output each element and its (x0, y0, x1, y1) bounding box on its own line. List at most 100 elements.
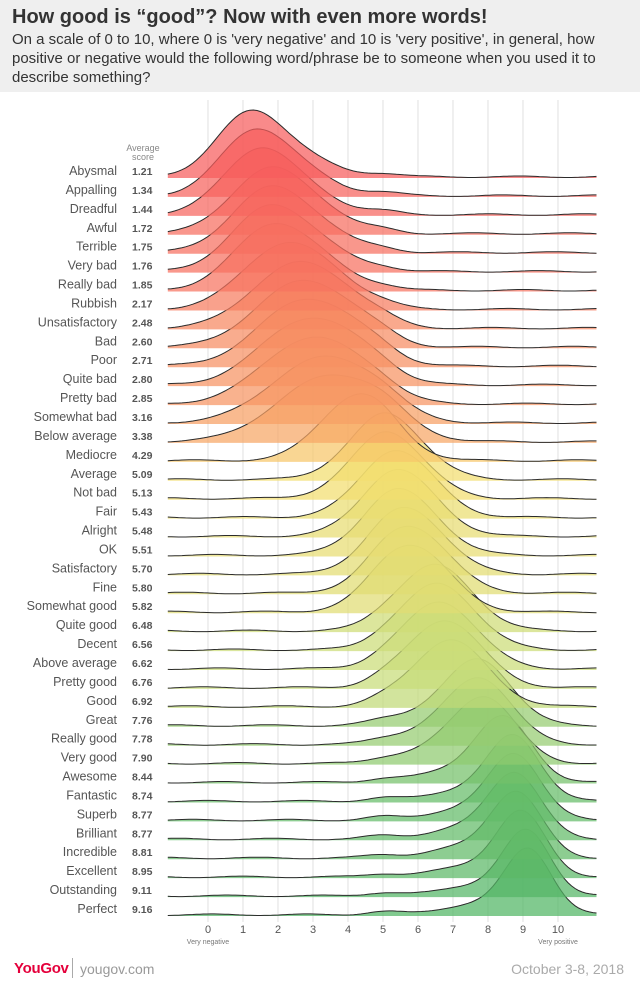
page-subtitle: On a scale of 0 to 10, where 0 is 'very … (12, 31, 596, 86)
row-label: Bad (95, 334, 117, 348)
ridge-abysmal (167, 109, 597, 178)
avg-score: 1.75 (132, 242, 153, 254)
row-label: Rubbish (71, 296, 117, 310)
row-label: Awesome (62, 770, 117, 784)
row-label: Appalling (66, 183, 117, 197)
avg-score: 7.90 (132, 753, 153, 765)
header: How good is “good”? Now with even more w… (0, 0, 640, 92)
row-label: Perfect (77, 902, 117, 916)
ridge-line (167, 639, 597, 708)
ridge-fill (167, 791, 597, 860)
avg-score: 6.56 (132, 639, 153, 651)
avg-score: 5.82 (132, 601, 153, 613)
row-label: Pretty good (53, 675, 117, 689)
avg-score: 5.48 (132, 526, 153, 538)
avg-score: 6.62 (132, 658, 153, 670)
row-label: Awful (87, 221, 117, 235)
row-label: Excellent (66, 864, 117, 878)
avg-score: 2.71 (132, 355, 153, 367)
x-high-label: Very positive (538, 939, 578, 946)
row-label: Really bad (58, 278, 117, 292)
avg-score: 5.70 (132, 563, 153, 575)
avg-score: 2.60 (132, 336, 153, 348)
avg-score: 4.29 (132, 450, 153, 462)
ridge-fill (167, 110, 597, 178)
row-label: Outstanding (50, 883, 117, 897)
avg-score: 6.92 (132, 696, 153, 708)
ridge-fill (167, 620, 597, 689)
avg-score: 1.76 (132, 261, 153, 273)
row-label: Fantastic (66, 788, 117, 802)
ridge-fill (167, 829, 597, 898)
avg-score: 1.21 (132, 166, 153, 178)
row-label: Pretty bad (60, 391, 117, 405)
x-axis: 0 1 2 3 4 5 6 7 8 9 10 Very negative Very positive (187, 924, 578, 946)
x-tick-label: 0 (205, 924, 211, 936)
row-label: Very bad (68, 259, 117, 273)
x-tick-label: 9 (520, 924, 526, 936)
avg-score: 1.44 (132, 204, 153, 216)
row-label: Dreadful (70, 202, 117, 216)
avg-score: 7.78 (132, 734, 153, 746)
row-label: Satisfactory (52, 561, 118, 575)
x-tick-label: 6 (415, 924, 421, 936)
row-label: Quite good (56, 618, 117, 632)
avg-score: 6.48 (132, 620, 153, 632)
ridge-fill (167, 602, 597, 670)
avg-score: 6.76 (132, 677, 153, 689)
avg-score: 1.72 (132, 223, 153, 235)
avg-score: 2.48 (132, 317, 153, 329)
row-label: Fair (95, 505, 117, 519)
avg-score: 8.77 (132, 809, 153, 821)
row-label: Unsatisfactory (38, 315, 118, 329)
avg-score: 5.51 (132, 544, 153, 556)
avg-header-line2: score (132, 152, 154, 162)
ridge-fill (167, 734, 597, 803)
ridge-fill (167, 639, 597, 708)
row-label: Above average (33, 656, 117, 670)
row-label: Quite bad (63, 372, 117, 386)
footer-date: October 3-8, 2018 (511, 961, 624, 977)
row-label: Average (71, 467, 117, 481)
x-tick-label: 4 (345, 924, 351, 936)
x-tick-label: 1 (240, 924, 246, 936)
row-label: Fine (93, 580, 117, 594)
avg-score: 5.09 (132, 469, 153, 481)
avg-score: 3.16 (132, 412, 153, 424)
avg-header-line1: Average (126, 143, 159, 153)
footer-url: yougov.com (80, 961, 155, 977)
yougov-logo: YouGov (14, 960, 69, 977)
row-label: Below average (34, 429, 117, 443)
avg-score: 8.74 (132, 790, 153, 802)
row-label: Superb (77, 807, 117, 821)
avg-score: 7.76 (132, 715, 153, 727)
row-label: Alright (82, 524, 118, 538)
avg-score: 8.81 (132, 847, 153, 859)
avg-score: 8.44 (132, 772, 153, 784)
row-label: Incredible (63, 845, 117, 859)
x-tick-label: 5 (380, 924, 386, 936)
avg-score: 1.34 (132, 185, 153, 197)
avg-score: 5.80 (132, 582, 153, 594)
ridge-good (167, 639, 597, 708)
ridge-line (167, 109, 597, 178)
row-label: Not bad (73, 486, 117, 500)
x-tick-label: 8 (485, 924, 491, 936)
ridge-fill (167, 583, 597, 652)
row-label: Abysmal (69, 164, 117, 178)
avg-score: 9.11 (132, 885, 152, 897)
page-title: How good is “good”? Now with even more w… (12, 6, 488, 28)
row-label: Decent (77, 637, 117, 651)
ridges (167, 109, 597, 916)
row-label: Brilliant (76, 826, 118, 840)
avg-score: 1.85 (132, 280, 153, 292)
ridge-fill (167, 564, 597, 633)
avg-score: 8.95 (132, 866, 153, 878)
x-tick-label: 10 (552, 924, 564, 936)
avg-score: 5.43 (132, 507, 153, 519)
avg-score: 2.85 (132, 393, 153, 405)
row-label: Great (86, 713, 118, 727)
row-label: Poor (91, 353, 117, 367)
